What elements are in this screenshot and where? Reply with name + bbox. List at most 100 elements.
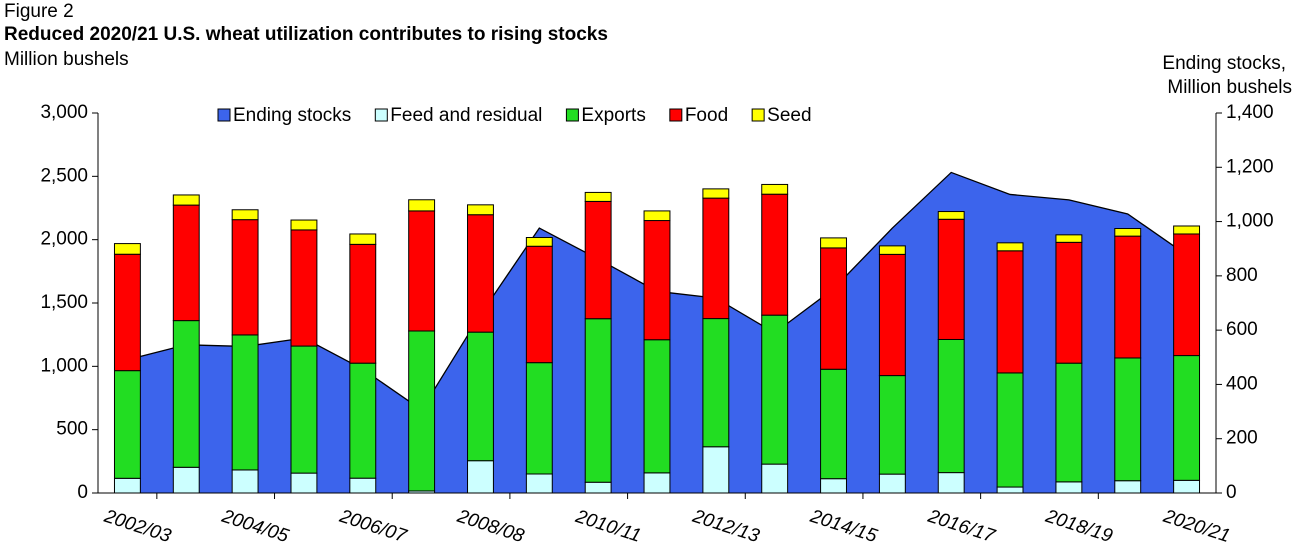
bar-segment <box>467 214 494 333</box>
y2-tick-label: 1,000 <box>1226 211 1274 232</box>
bar-segment <box>290 345 318 474</box>
bar-segment <box>643 339 671 474</box>
bar-segment <box>1055 234 1083 243</box>
figure-label: Figure 2 <box>4 1 74 22</box>
bar-segment <box>702 318 730 448</box>
bar-segment <box>1114 357 1142 482</box>
bar-segment <box>172 204 200 322</box>
bar-segment <box>996 250 1024 374</box>
bar-segment <box>584 191 612 202</box>
bar-segment <box>643 472 671 494</box>
x-tick-label: 2014/15 <box>807 506 880 548</box>
bar-segment <box>231 209 259 221</box>
bar-segment <box>878 473 906 494</box>
bar-segment <box>290 229 318 347</box>
bar-segment <box>231 334 259 471</box>
bar-segment <box>761 314 789 465</box>
bar-segment <box>408 199 436 212</box>
x-tick-label: 2002/03 <box>101 506 174 548</box>
legend-swatch <box>565 108 579 122</box>
bar-segment <box>1055 241 1083 364</box>
x-tick-label: 2012/13 <box>689 506 762 548</box>
bar-segment <box>467 331 494 462</box>
bar-segment <box>937 211 965 220</box>
bar-segment <box>1173 479 1201 494</box>
y2-axis-label: Million bushels <box>1167 77 1292 98</box>
legend-swatch <box>374 108 388 122</box>
y-tick-label: 3,000 <box>40 102 88 123</box>
bar-segment <box>996 486 1024 494</box>
bar-segment <box>761 183 789 195</box>
bar-segment <box>1173 225 1201 235</box>
legend-label: Feed and residual <box>390 105 542 126</box>
x-tick-label: 2018/19 <box>1042 506 1115 548</box>
bar-segment <box>761 193 789 316</box>
y2-tick-label: 600 <box>1226 319 1258 340</box>
y-tick-label: 2,000 <box>40 229 88 250</box>
bar-segment <box>820 237 847 249</box>
legend-label: Exports <box>581 105 645 126</box>
bar-segment <box>643 210 671 222</box>
x-tick-label: 2004/05 <box>218 506 291 548</box>
bar-segment <box>820 368 847 480</box>
y-tick-label: 1,500 <box>40 292 88 313</box>
y2-tick-label: 400 <box>1226 373 1258 394</box>
bar-segment <box>113 477 141 494</box>
y-tick-label: 500 <box>56 419 88 440</box>
bar-segment <box>1114 235 1142 359</box>
bar-segment <box>525 473 553 494</box>
bar-segment <box>467 204 494 216</box>
bar-segment <box>172 320 200 468</box>
bar-segment <box>349 233 377 245</box>
bar-segment <box>702 197 730 320</box>
bar-segment <box>1055 362 1083 483</box>
x-tick-label: 2010/11 <box>572 506 643 547</box>
y-tick-label: 2,500 <box>40 165 88 186</box>
bar-segment <box>878 253 906 377</box>
x-tick-label: 2006/07 <box>336 506 410 548</box>
y2-tick-label: 0 <box>1226 482 1237 503</box>
y-axis-label: Million bushels <box>4 49 129 70</box>
bar-segment <box>408 210 436 332</box>
bar-segment <box>584 200 612 320</box>
x-tick-label: 2020/21 <box>1160 506 1233 548</box>
legend-swatch <box>751 108 765 122</box>
bar-segment <box>525 245 553 364</box>
legend-label: Seed <box>767 105 811 126</box>
bar-segment <box>467 460 494 494</box>
bar-segment <box>1173 355 1201 481</box>
legend-label: Ending stocks <box>233 105 351 126</box>
y2-tick-label: 800 <box>1226 265 1258 286</box>
bar-segment <box>172 194 200 206</box>
bar-segment <box>349 477 377 494</box>
legend-swatch <box>217 108 231 122</box>
bar-segment <box>820 478 847 494</box>
bar-segment <box>1114 480 1142 494</box>
bar-segment <box>584 318 612 483</box>
bar-segment <box>937 218 965 340</box>
bar-segment <box>113 243 141 255</box>
legend-label: Food <box>685 105 728 126</box>
bar-segment <box>231 219 259 336</box>
bar-segment <box>643 220 671 341</box>
bar-segment <box>878 375 906 475</box>
chart-title: Reduced 2020/21 U.S. wheat utilization c… <box>4 24 608 45</box>
y-tick-label: 0 <box>77 482 88 503</box>
x-tick-label: 2008/08 <box>454 506 527 548</box>
bar-segment <box>1173 233 1201 357</box>
bar-segment <box>113 253 141 372</box>
y2-axis-label: Ending stocks, <box>1162 53 1286 74</box>
bar-segment <box>761 463 789 494</box>
bar-segment <box>172 466 200 494</box>
bar-segment <box>113 370 141 479</box>
bar-segment <box>525 362 553 475</box>
bar-segment <box>231 469 259 494</box>
bar-segment <box>820 247 847 370</box>
bar-segment <box>584 481 612 494</box>
bar-segment <box>1114 228 1142 237</box>
bar-segment <box>937 472 965 494</box>
bar-segment <box>408 330 436 492</box>
bar-segment <box>937 338 965 474</box>
bar-segment <box>290 219 318 231</box>
